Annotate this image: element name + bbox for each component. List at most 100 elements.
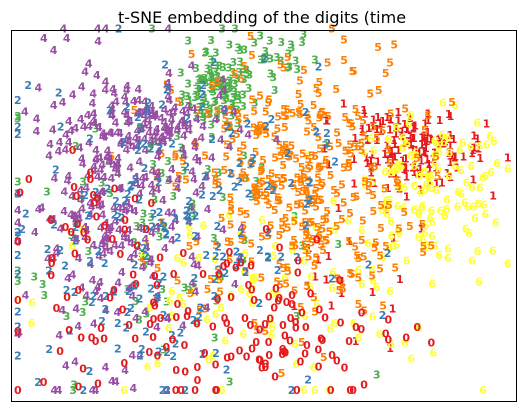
point-digit-2: 2 [88, 296, 96, 309]
point-digit-2: 2 [14, 350, 22, 363]
point-digit-1: 1 [387, 146, 395, 159]
point-digit-4: 4 [99, 131, 107, 144]
point-digit-5: 5 [302, 244, 310, 257]
point-digit-3: 3 [234, 117, 242, 130]
point-digit-1: 1 [468, 147, 476, 160]
point-digit-0: 0 [301, 348, 309, 361]
point-digit-6: 6 [361, 179, 369, 192]
point-digit-4: 4 [108, 109, 116, 122]
point-digit-4: 4 [14, 328, 22, 341]
point-digit-0: 0 [313, 234, 321, 247]
point-digit-2: 2 [185, 215, 193, 228]
point-digit-6: 6 [411, 179, 419, 192]
point-digit-6: 6 [394, 163, 402, 176]
point-digit-6: 6 [457, 188, 465, 201]
point-digit-5: 5 [154, 262, 162, 275]
point-digit-4: 4 [180, 129, 188, 142]
point-digit-5: 5 [271, 179, 279, 192]
point-digit-6: 6 [268, 329, 276, 342]
point-digit-6: 6 [213, 273, 221, 286]
point-digit-4: 4 [81, 66, 89, 79]
point-digit-0: 0 [14, 384, 22, 397]
point-digit-2: 2 [265, 226, 273, 239]
point-digit-4: 4 [95, 121, 103, 134]
point-digit-4: 4 [126, 162, 134, 175]
point-digit-0: 0 [183, 310, 191, 323]
point-digit-6: 6 [504, 257, 512, 270]
point-digit-4: 4 [89, 87, 97, 100]
point-digit-4: 4 [194, 231, 202, 244]
point-digit-4: 4 [168, 113, 176, 126]
point-digit-5: 5 [240, 219, 248, 232]
point-digit-2: 2 [190, 314, 198, 327]
point-digit-5: 5 [338, 179, 346, 192]
point-digit-6: 6 [443, 193, 451, 206]
point-digit-5: 5 [420, 240, 428, 253]
point-digit-5: 5 [317, 161, 325, 174]
point-digit-2: 2 [212, 347, 220, 360]
point-digit-5: 5 [277, 58, 285, 71]
point-digit-0: 0 [133, 240, 141, 253]
point-digit-3: 3 [252, 175, 260, 188]
point-digit-1: 1 [399, 154, 407, 167]
point-digit-5: 5 [282, 277, 290, 290]
point-digit-5: 5 [274, 194, 282, 207]
point-digit-0: 0 [79, 362, 87, 375]
point-digit-0: 0 [146, 318, 154, 331]
point-digit-2: 2 [106, 105, 114, 118]
point-digit-6: 6 [426, 176, 434, 189]
point-digit-3: 3 [240, 253, 248, 266]
point-digit-5: 5 [243, 208, 251, 221]
point-digit-6: 6 [387, 338, 395, 351]
point-digit-4: 4 [137, 107, 145, 120]
point-digit-3: 3 [194, 83, 202, 96]
point-digit-4: 4 [147, 257, 155, 270]
point-digit-0: 0 [212, 384, 220, 397]
point-digit-6: 6 [330, 317, 338, 330]
point-digit-4: 4 [126, 115, 134, 128]
point-digit-0: 0 [413, 321, 421, 334]
point-digit-3: 3 [190, 281, 198, 294]
point-digit-5: 5 [286, 202, 294, 215]
point-digit-6: 6 [486, 130, 494, 143]
point-digit-4: 4 [86, 209, 94, 222]
point-digit-1: 1 [409, 132, 417, 145]
point-digit-5: 5 [222, 151, 230, 164]
point-digit-4: 4 [143, 104, 151, 117]
point-digit-3: 3 [214, 70, 222, 83]
point-digit-1: 1 [407, 131, 415, 144]
point-digit-4: 4 [35, 81, 43, 94]
point-digit-1: 1 [368, 149, 376, 162]
point-digit-4: 4 [141, 133, 149, 146]
point-digit-0: 0 [70, 181, 78, 194]
point-digit-5: 5 [253, 324, 261, 337]
point-digit-0: 0 [262, 361, 270, 374]
point-digit-2: 2 [14, 249, 22, 262]
point-digit-5: 5 [249, 155, 257, 168]
point-digit-5: 5 [226, 104, 234, 117]
point-digit-1: 1 [405, 112, 413, 125]
point-digit-6: 6 [483, 138, 491, 151]
point-digit-4: 4 [83, 181, 91, 194]
point-digit-5: 5 [302, 230, 310, 243]
point-digit-1: 1 [394, 106, 402, 119]
point-digit-3: 3 [193, 316, 201, 329]
point-digit-4: 4 [188, 277, 196, 290]
point-digit-3: 3 [291, 210, 299, 223]
point-digit-3: 3 [228, 99, 236, 112]
point-digit-2: 2 [161, 58, 169, 71]
point-digit-4: 4 [158, 131, 166, 144]
point-digit-0: 0 [91, 197, 99, 210]
point-digit-6: 6 [392, 121, 400, 134]
point-digit-5: 5 [214, 264, 222, 277]
point-digit-0: 0 [327, 384, 335, 397]
point-digit-0: 0 [292, 321, 300, 334]
point-digit-3: 3 [225, 77, 233, 90]
point-digit-0: 0 [382, 328, 390, 341]
point-digit-2: 2 [155, 176, 163, 189]
point-digit-6: 6 [431, 159, 439, 172]
point-digit-6: 6 [401, 337, 409, 350]
point-digit-4: 4 [148, 100, 156, 113]
point-digit-4: 4 [236, 253, 244, 266]
point-digit-5: 5 [315, 87, 323, 100]
